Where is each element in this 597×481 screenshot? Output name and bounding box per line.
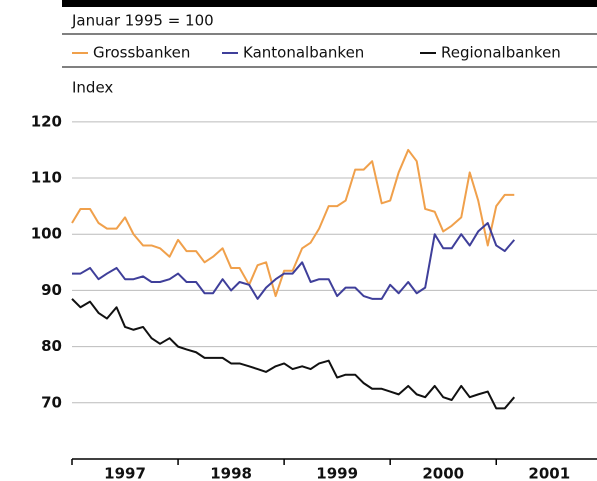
- x-tick-label: 1997: [104, 465, 146, 481]
- x-tick-label: 2001: [528, 465, 570, 481]
- legend-label: Regionalbanken: [441, 44, 561, 62]
- x-tick-label: 1999: [316, 465, 358, 481]
- y-axis-label: Index: [72, 79, 113, 97]
- y-tick-label: 110: [31, 169, 62, 187]
- y-tick-label: 100: [31, 225, 62, 243]
- y-tick-label: 80: [41, 337, 62, 355]
- legend-label: Grossbanken: [93, 44, 190, 62]
- top-bar: [62, 0, 597, 7]
- y-tick-label: 70: [41, 393, 62, 411]
- y-tick-label: 90: [41, 281, 62, 299]
- x-tick-label: 2000: [422, 465, 464, 481]
- series-line: [71, 298, 516, 410]
- subtitle: Januar 1995 = 100: [71, 12, 214, 30]
- legend-label: Kantonalbanken: [243, 44, 364, 62]
- series-line: [71, 148, 515, 298]
- x-tick-label: 1998: [210, 465, 252, 481]
- series-line: [72, 222, 516, 300]
- y-tick-label: 120: [31, 112, 62, 130]
